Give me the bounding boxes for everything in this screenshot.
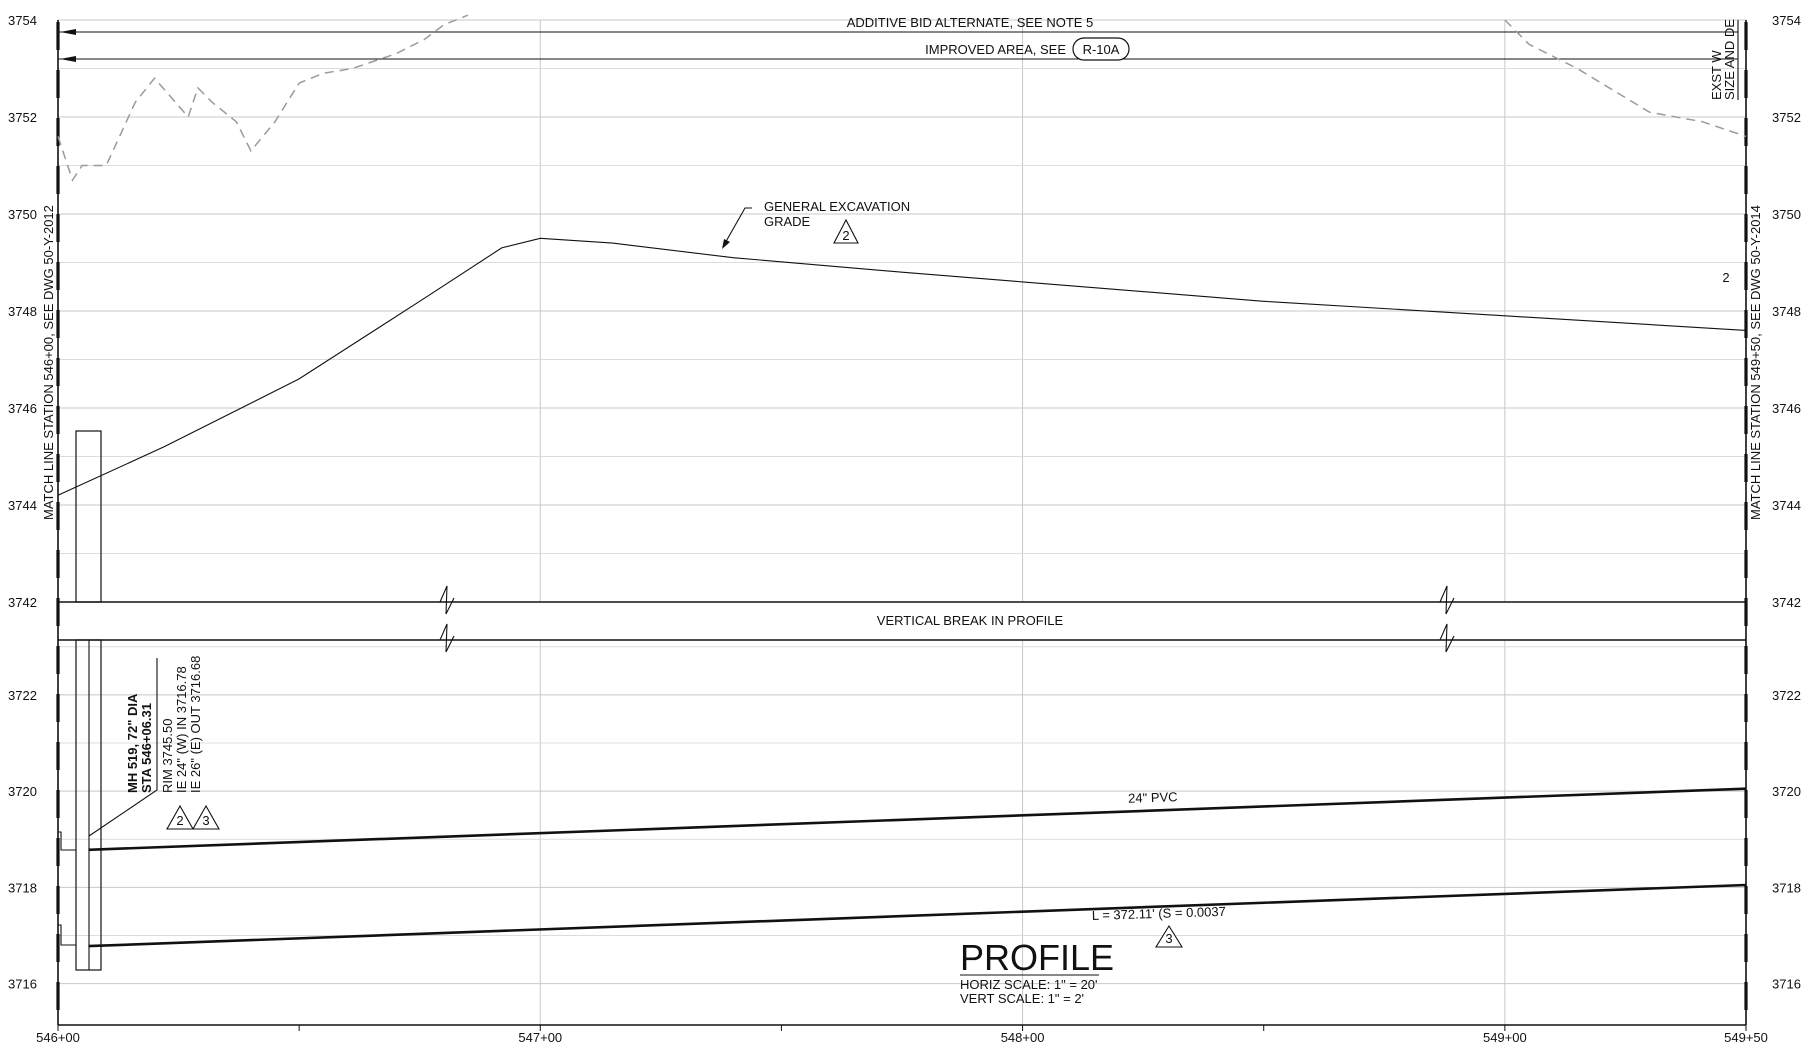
y-tick-label: 3716 bbox=[8, 977, 37, 992]
break-symbol bbox=[439, 623, 455, 653]
match-line-left-label: MATCH LINE STATION 546+00, SEE DWG 50-Y-… bbox=[41, 205, 56, 520]
x-tick-label: 546+00 bbox=[36, 1030, 80, 1045]
y-tick-label: 3748 bbox=[8, 304, 37, 319]
y-tick-label: 3748 bbox=[1772, 304, 1801, 319]
vertical-break-label: VERTICAL BREAK IN PROFILE bbox=[877, 613, 1064, 628]
revision-triangle-label: 3 bbox=[1165, 931, 1172, 946]
pipe-stub bbox=[58, 924, 76, 946]
exst-size-label: SIZE AND DE bbox=[1722, 19, 1737, 100]
pipe-stub bbox=[58, 831, 76, 851]
y-tick-label: 3752 bbox=[8, 110, 37, 125]
manhole-ie-out: IE 26" (E) OUT 3716.68 bbox=[188, 656, 203, 793]
pipe-crown-line bbox=[88, 787, 1747, 852]
y-tick-label: 3720 bbox=[8, 784, 37, 799]
x-tick-label: 547+00 bbox=[518, 1030, 562, 1045]
revision-triangle-icon bbox=[833, 218, 859, 244]
manhole-rim: RIM 3745.50 bbox=[160, 719, 175, 793]
revision-triangle-icon bbox=[166, 804, 194, 830]
match-line-dashes bbox=[56, 22, 1748, 1010]
arrow-left-icon bbox=[60, 56, 76, 62]
manhole-upper-outline bbox=[75, 430, 102, 603]
y-tick-label: 3718 bbox=[1772, 880, 1801, 895]
y-tick-label: 3742 bbox=[8, 595, 37, 610]
y-tick-label: 3752 bbox=[1772, 110, 1801, 125]
y-tick-label: 3750 bbox=[1772, 207, 1801, 222]
manhole-leader bbox=[88, 658, 158, 837]
lower-grid bbox=[58, 640, 1746, 1025]
additive-bid-label: ADDITIVE BID ALTERNATE, SEE NOTE 5 bbox=[847, 15, 1094, 30]
stray-revision-number: 2 bbox=[1722, 270, 1729, 285]
axis-labels: 3742 3742 3744 3744 3746 3746 3748 3748 3750 3750… bbox=[8, 13, 1801, 1045]
break-symbol bbox=[1439, 585, 1455, 615]
vert-scale-label: VERT SCALE: 1" = 2' bbox=[960, 991, 1084, 1006]
improved-area-label: IMPROVED AREA, SEE bbox=[925, 42, 1066, 57]
y-tick-label: 3754 bbox=[1772, 13, 1801, 28]
y-tick-label: 3722 bbox=[1772, 688, 1801, 703]
revision-triangle-label: 3 bbox=[202, 813, 209, 828]
y-tick-label: 3720 bbox=[1772, 784, 1801, 799]
match-line-right-label: MATCH LINE STATION 549+50, SEE DWG 50-Y-… bbox=[1748, 205, 1763, 520]
sheet-reference-bubble[interactable] bbox=[1072, 37, 1130, 61]
y-tick-label: 3750 bbox=[8, 207, 37, 222]
sheet-reference-label[interactable]: R-10A bbox=[1083, 42, 1120, 57]
excavation-grade-line bbox=[57, 237, 1747, 496]
break-symbol bbox=[439, 585, 455, 615]
y-tick-label: 3754 bbox=[8, 13, 37, 28]
y-tick-label: 3722 bbox=[8, 688, 37, 703]
y-tick-label: 3746 bbox=[8, 401, 37, 416]
revision-triangle-label: 2 bbox=[176, 813, 183, 828]
exst-label: EXST W bbox=[1709, 50, 1724, 100]
pipe-label: 24" PVC bbox=[1128, 789, 1178, 806]
arrow-head-icon bbox=[722, 239, 730, 249]
manhole-callout: MH 519, 72" DIA STA 546+06.31 RIM 3745.5… bbox=[125, 656, 203, 793]
revision-triangle-icon bbox=[192, 804, 220, 830]
manhole-ie-in: IE 24" (W) IN 3716.78 bbox=[174, 666, 189, 793]
y-tick-label: 3716 bbox=[1772, 977, 1801, 992]
revision-triangle-label: 2 bbox=[842, 228, 849, 243]
y-tick-label: 3744 bbox=[8, 498, 37, 513]
upper-grid bbox=[58, 19, 1746, 603]
x-tick-label: 549+50 bbox=[1724, 1030, 1768, 1045]
manhole-station: STA 546+06.31 bbox=[139, 703, 154, 793]
break-symbol bbox=[1439, 623, 1455, 653]
pipe-length-label: L = 372.11' (S = 0.0037 bbox=[1092, 904, 1226, 923]
x-tick-label: 549+00 bbox=[1483, 1030, 1527, 1045]
revision-triangle-icon bbox=[1155, 924, 1183, 948]
y-tick-label: 3718 bbox=[8, 880, 37, 895]
arrow-left-icon bbox=[60, 29, 76, 35]
drawing-title: PROFILE bbox=[960, 937, 1114, 978]
x-tick-label: 548+00 bbox=[1001, 1030, 1045, 1045]
y-tick-label: 3744 bbox=[1772, 498, 1801, 513]
y-tick-label: 3746 bbox=[1772, 401, 1801, 416]
horiz-scale-label: HORIZ SCALE: 1" = 20' bbox=[960, 977, 1098, 992]
y-tick-label: 3742 bbox=[1772, 595, 1801, 610]
existing-ground-line bbox=[57, 14, 469, 182]
pipe-invert-line bbox=[88, 883, 1747, 948]
excavation-label-2: GRADE bbox=[764, 214, 811, 229]
manhole-name: MH 519, 72" DIA bbox=[125, 693, 140, 793]
excavation-leader bbox=[723, 207, 752, 246]
excavation-label: GENERAL EXCAVATION bbox=[764, 199, 910, 214]
